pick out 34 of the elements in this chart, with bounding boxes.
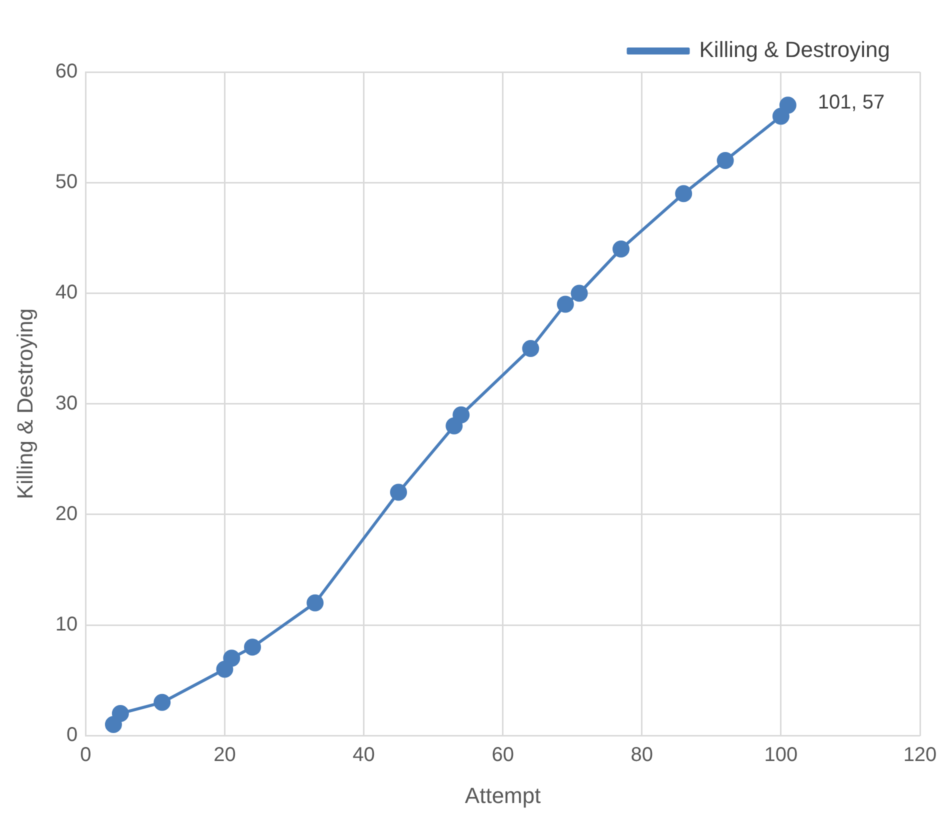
y-tick-label: 60 <box>55 60 78 83</box>
point <box>154 694 171 711</box>
x-tick-label: 20 <box>214 744 236 766</box>
legend-label: Killing & Destroying <box>699 37 890 62</box>
point <box>716 152 734 169</box>
point <box>216 660 234 678</box>
point <box>223 650 240 667</box>
point <box>779 96 796 114</box>
y-tick-label: 20 <box>55 502 78 525</box>
point <box>612 240 630 258</box>
x-axis-title: Attempt <box>464 782 541 808</box>
point <box>570 284 588 302</box>
y-tick-label: 40 <box>55 282 78 304</box>
point <box>522 340 540 357</box>
x-tick-label: 120 <box>903 744 937 766</box>
point <box>556 296 574 313</box>
y-tick-label: 0 <box>66 724 78 746</box>
point <box>675 185 692 202</box>
y-tick-label: 10 <box>55 614 78 636</box>
point <box>112 704 129 722</box>
x-tick-label: 60 <box>492 744 514 766</box>
y-tick-label: 50 <box>55 171 78 194</box>
x-tick-label: 100 <box>764 744 798 766</box>
y-axis-title: Killing & Destroying <box>12 308 38 500</box>
point <box>306 594 324 612</box>
x-tick-label: 80 <box>630 744 654 766</box>
point <box>104 716 122 734</box>
annotation: 101, 57 <box>818 92 885 114</box>
point <box>390 484 408 501</box>
x-tick-label: 40 <box>352 744 375 766</box>
point <box>446 417 463 434</box>
point <box>452 406 470 424</box>
point <box>244 638 262 656</box>
y-tick-label: 30 <box>55 392 78 414</box>
